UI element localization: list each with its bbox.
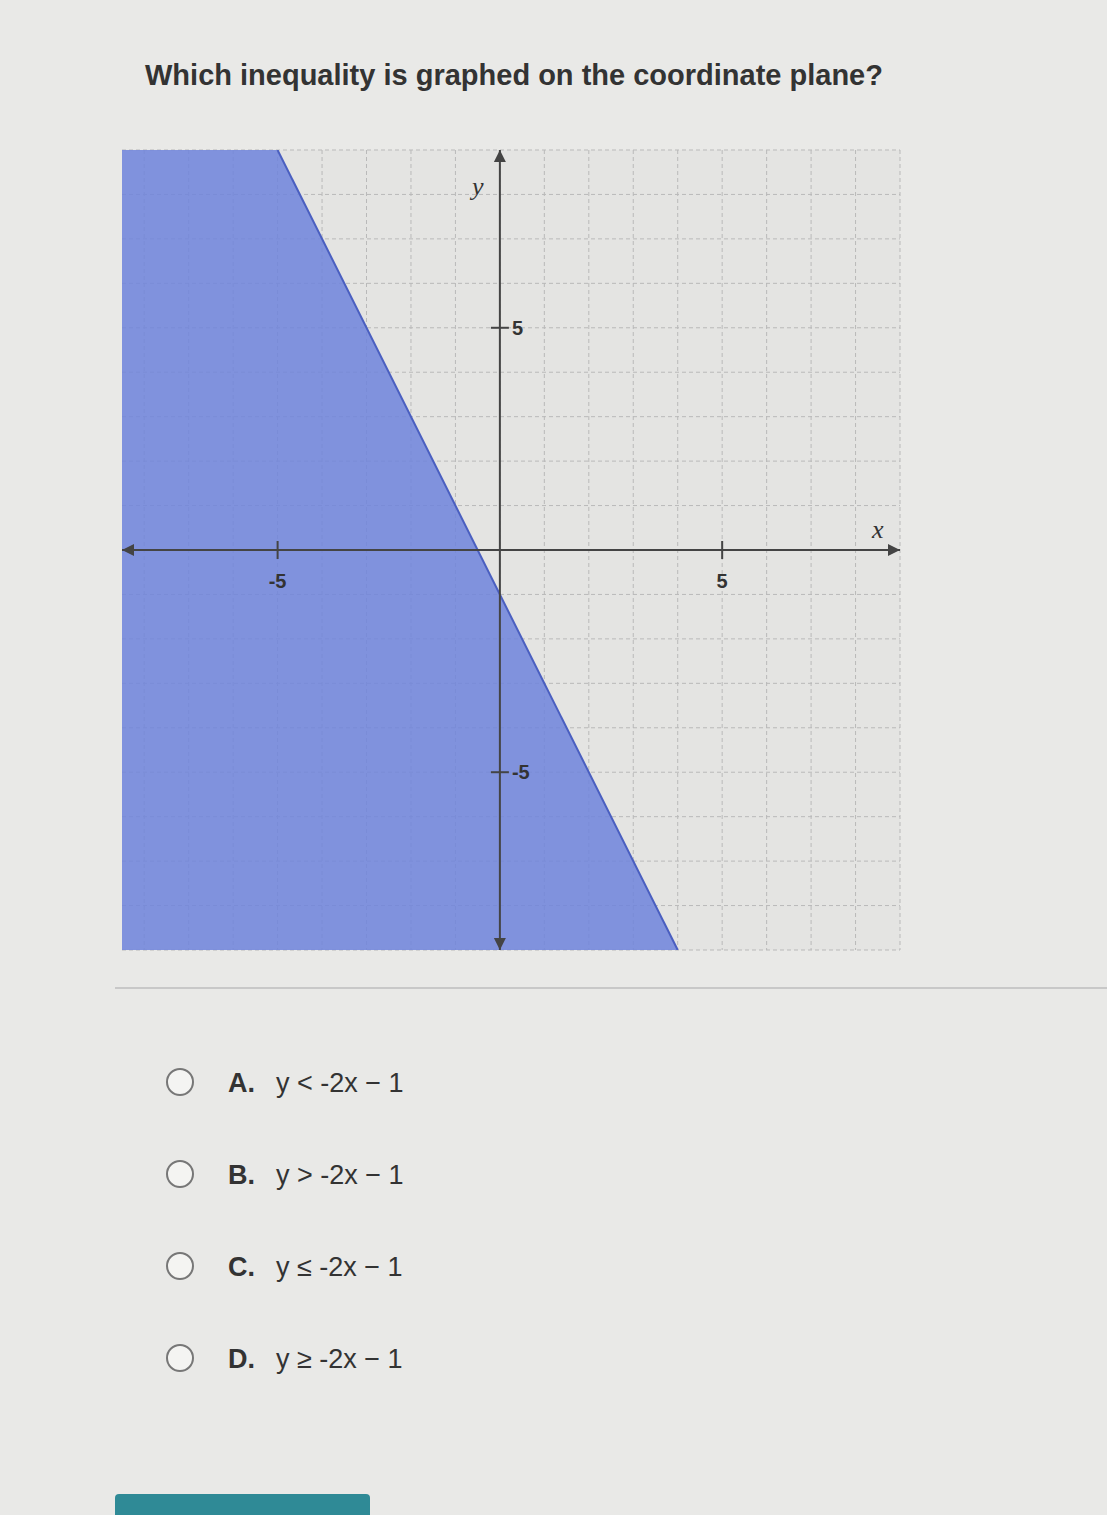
option: D. y ≥ -2x − 1	[167, 1344, 403, 1374]
x-tick-label: -5	[269, 570, 287, 592]
option-radio[interactable]	[167, 1345, 193, 1371]
option-radio[interactable]	[167, 1253, 193, 1279]
y-tick-label: 5	[512, 317, 523, 339]
question: Which inequality is graphed on the coord…	[145, 59, 883, 91]
x-tick	[277, 541, 279, 559]
page: Which inequality is graphed on the coord…	[0, 0, 1107, 1515]
grid	[122, 150, 900, 950]
grid-line	[722, 150, 723, 950]
grid-line	[499, 150, 500, 950]
option-radio[interactable]	[167, 1069, 193, 1095]
option-text: y ≤ -2x − 1	[276, 1252, 403, 1282]
grid-line	[122, 550, 900, 551]
arrow	[122, 544, 134, 556]
option: A. y < -2x − 1	[167, 1068, 404, 1098]
option-text: y < -2x − 1	[276, 1068, 404, 1098]
option-letter: B.	[228, 1160, 255, 1190]
option-radio[interactable]	[167, 1161, 193, 1187]
option-text: y > -2x − 1	[276, 1160, 404, 1190]
option: B. y > -2x − 1	[167, 1160, 404, 1190]
arrow	[888, 544, 900, 556]
x-tick	[721, 541, 723, 559]
option-letter: A.	[228, 1068, 255, 1098]
background	[0, 0, 1107, 1515]
option: C. y ≤ -2x − 1	[167, 1252, 403, 1282]
y-axis	[499, 150, 501, 950]
axes: -5 5 -5 5 x y	[122, 150, 900, 950]
plot-area	[122, 150, 900, 950]
separator	[115, 987, 1107, 989]
submit-button[interactable]	[115, 1494, 370, 1515]
x-tick-label: 5	[717, 570, 728, 592]
arrow	[494, 150, 506, 162]
option-letter: D.	[228, 1344, 255, 1374]
x-axis-label: x	[871, 515, 884, 544]
y-tick	[491, 771, 509, 773]
y-axis-label: y	[469, 172, 484, 201]
option-letter: C.	[228, 1252, 255, 1282]
y-tick-label: -5	[512, 761, 530, 783]
x-axis	[122, 549, 900, 551]
option-text: y ≥ -2x − 1	[276, 1344, 403, 1374]
y-tick	[491, 327, 509, 329]
arrow	[494, 938, 506, 950]
